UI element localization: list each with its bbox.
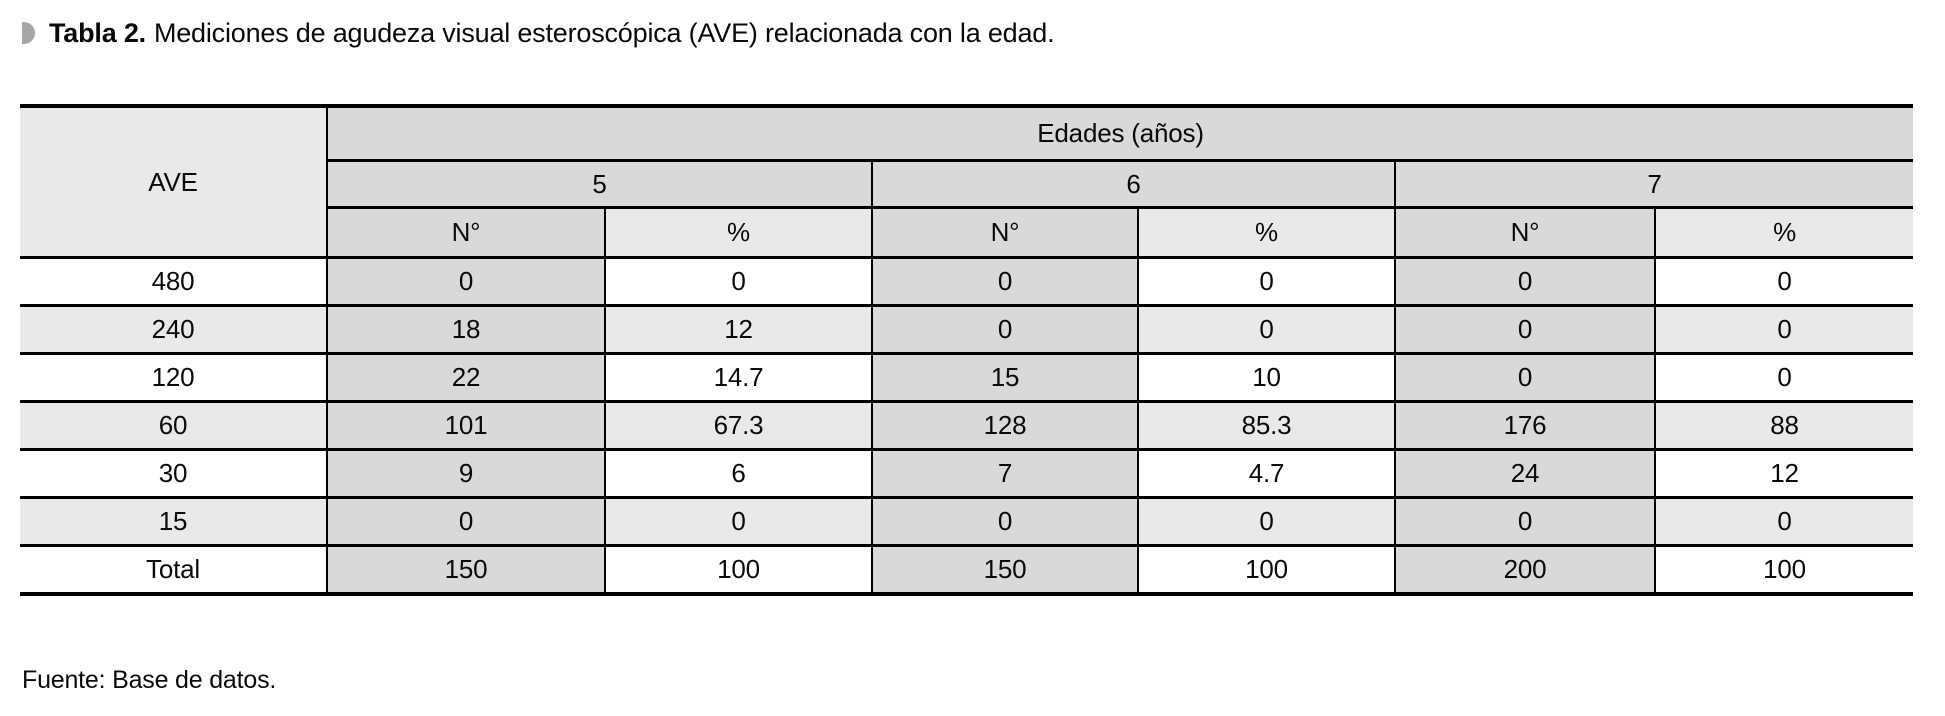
corner-header-ave: AVE bbox=[20, 104, 328, 259]
table-cell: 128 bbox=[871, 400, 1139, 451]
table-cell: 0 bbox=[871, 256, 1139, 307]
table-cell: 18 bbox=[326, 304, 606, 355]
table-cell: 24 bbox=[1394, 448, 1656, 499]
table-cell: 22 bbox=[326, 352, 606, 403]
table-row: 120 22 14.7 15 10 0 0 bbox=[20, 352, 1914, 403]
table-row: 15 0 0 0 0 0 0 bbox=[20, 496, 1914, 547]
table-cell: 12 bbox=[604, 304, 873, 355]
table-cell: 88 bbox=[1653, 400, 1914, 451]
table-cell: 14.7 bbox=[604, 352, 873, 403]
source-note: Fuente: Base de datos. bbox=[22, 666, 277, 694]
caption-text: Tabla 2. Mediciones de agudeza visual est… bbox=[49, 16, 1055, 50]
table-cell: 4.7 bbox=[1137, 448, 1396, 499]
row-label: 120 bbox=[20, 352, 328, 403]
table-cell: 0 bbox=[1137, 256, 1396, 307]
table-body: 480 0 0 0 0 0 0 240 18 12 0 0 0 0 120 22 14.7 15 10 0 0 60 101… bbox=[20, 256, 1914, 596]
age-header-6: 6 bbox=[871, 159, 1396, 209]
sub-header-percent: % bbox=[1137, 206, 1396, 259]
table-row: 30 9 6 7 4.7 24 12 bbox=[20, 448, 1914, 499]
sub-header-n: N° bbox=[327, 206, 606, 259]
table-cell: 6 bbox=[604, 448, 873, 499]
table-cell: 0 bbox=[1653, 496, 1914, 547]
table-cell: 150 bbox=[326, 544, 606, 596]
table-row: Total 150 100 150 100 200 100 bbox=[20, 544, 1914, 596]
table-cell: 67.3 bbox=[604, 400, 873, 451]
caption-body: Mediciones de agudeza visual esteroscópi… bbox=[153, 18, 1055, 48]
table-cell: 0 bbox=[604, 256, 873, 307]
table-cell: 0 bbox=[871, 304, 1139, 355]
age-header-5: 5 bbox=[327, 159, 873, 209]
row-label: 240 bbox=[20, 304, 328, 355]
table-cell: 0 bbox=[1394, 304, 1656, 355]
table-cell: 0 bbox=[1394, 496, 1656, 547]
table-row: 480 0 0 0 0 0 0 bbox=[20, 256, 1914, 307]
row-label: 30 bbox=[20, 448, 328, 499]
table-cell: 101 bbox=[326, 400, 606, 451]
row-label: Total bbox=[20, 544, 328, 596]
table-cell: 0 bbox=[1653, 256, 1914, 307]
table-cell: 9 bbox=[326, 448, 606, 499]
table-cell: 0 bbox=[1394, 352, 1656, 403]
table-caption: Tabla 2. Mediciones de agudeza visual est… bbox=[0, 0, 1945, 52]
caption-bullet-icon bbox=[22, 22, 35, 44]
table-row: 60 101 67.3 128 85.3 176 88 bbox=[20, 400, 1914, 451]
age-header-7: 7 bbox=[1393, 159, 1914, 209]
row-label: 480 bbox=[20, 256, 328, 307]
table-cell: 0 bbox=[604, 496, 873, 547]
row-label: 15 bbox=[20, 496, 328, 547]
table-cell: 200 bbox=[1394, 544, 1656, 596]
table-cell: 15 bbox=[871, 352, 1139, 403]
sub-header-n: N° bbox=[1394, 206, 1656, 259]
sub-header-n: N° bbox=[871, 206, 1139, 259]
table-cell: 150 bbox=[871, 544, 1139, 596]
sub-header-percent: % bbox=[604, 206, 873, 259]
sub-header-percent: % bbox=[1653, 206, 1914, 259]
caption-label: Tabla 2. bbox=[49, 18, 146, 48]
table-cell: 100 bbox=[1653, 544, 1914, 596]
table-cell: 176 bbox=[1394, 400, 1656, 451]
table-row: 240 18 12 0 0 0 0 bbox=[20, 304, 1914, 355]
group-header-edades: Edades (años) bbox=[325, 104, 1914, 162]
table-cell: 0 bbox=[326, 496, 606, 547]
table-cell: 7 bbox=[871, 448, 1139, 499]
table-cell: 10 bbox=[1137, 352, 1396, 403]
table-cell: 0 bbox=[1653, 352, 1914, 403]
table-cell: 0 bbox=[326, 256, 606, 307]
table-cell: 100 bbox=[1137, 544, 1396, 596]
table-cell: 0 bbox=[1394, 256, 1656, 307]
table-cell: 0 bbox=[1137, 496, 1396, 547]
table-cell: 0 bbox=[1653, 304, 1914, 355]
table-cell: 100 bbox=[604, 544, 873, 596]
table-cell: 12 bbox=[1653, 448, 1914, 499]
table-cell: 0 bbox=[1137, 304, 1396, 355]
table-cell: 85.3 bbox=[1137, 400, 1396, 451]
ave-age-table: AVE Edades (años) 5 6 7 N° % N° % N° % 4… bbox=[20, 104, 1914, 596]
row-label: 60 bbox=[20, 400, 328, 451]
table-cell: 0 bbox=[871, 496, 1139, 547]
